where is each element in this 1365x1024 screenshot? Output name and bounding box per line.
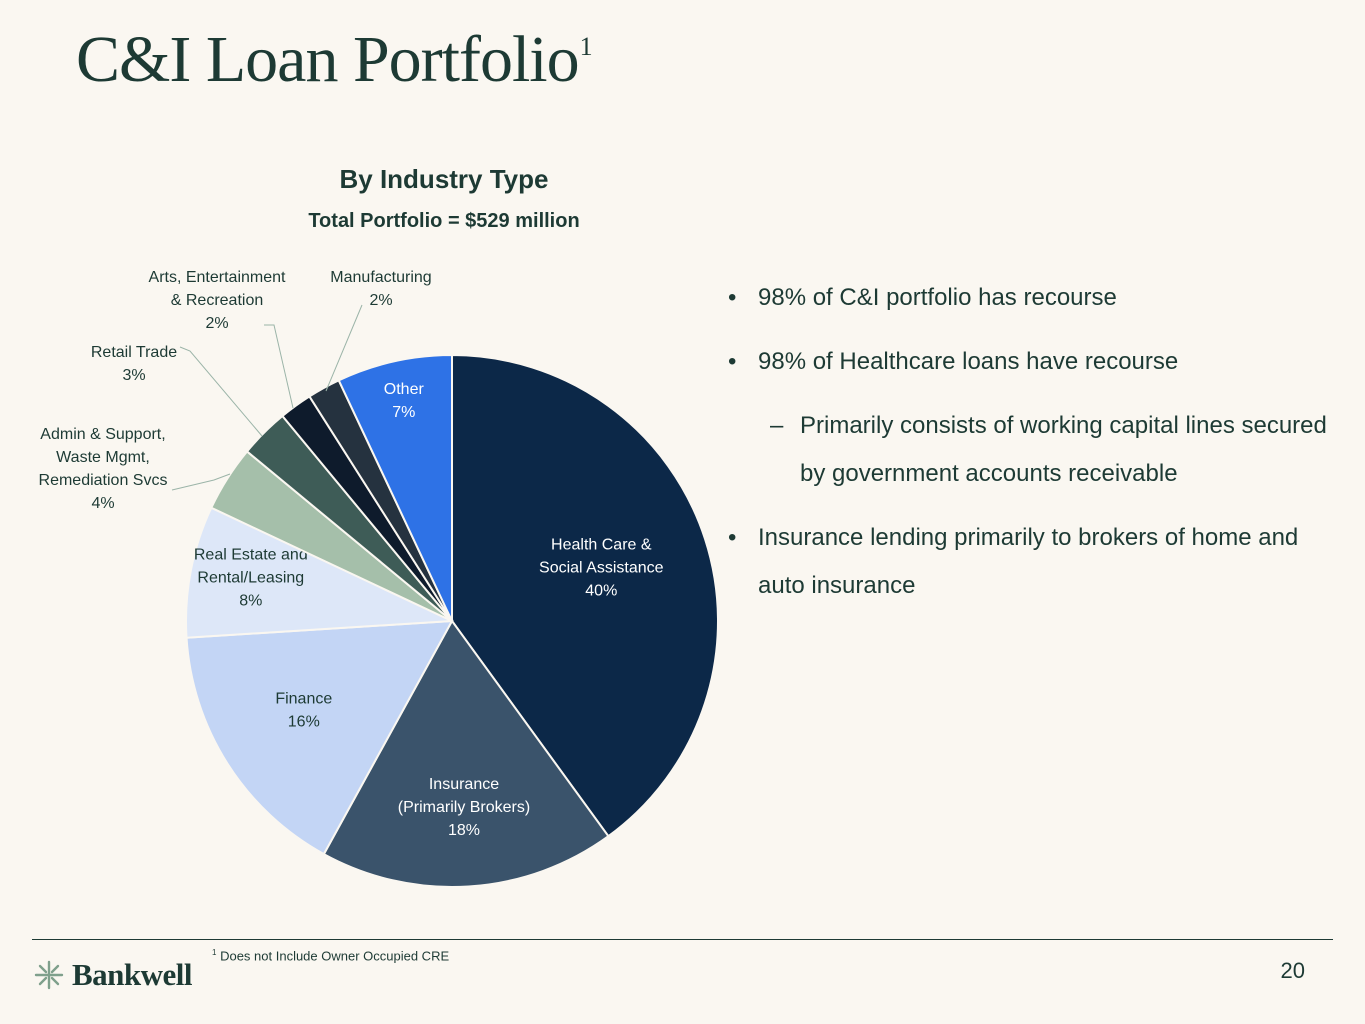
data-label-manufacturing: Manufacturing 2% bbox=[330, 269, 431, 309]
bullet-text: Insurance lending primarily to brokers o… bbox=[758, 524, 1299, 599]
pie-slice-insurance-primarily-brokers bbox=[322, 619, 610, 888]
bullet-item: • Insurance lending primarily to brokers … bbox=[728, 514, 1348, 610]
bullet-marker: • bbox=[728, 348, 737, 375]
sub-bullet-item: – Primarily consists of working capital l… bbox=[728, 402, 1348, 498]
data-label-retail-trade: Retail Trade 3% bbox=[91, 344, 177, 384]
pie-slice-health-care-social-assistance bbox=[451, 353, 719, 838]
bullet-text: Primarily consists of working capital li… bbox=[800, 412, 1327, 487]
bullet-text: 98% of Healthcare loans have recourse bbox=[758, 348, 1179, 375]
pie-slice-finance bbox=[185, 619, 454, 856]
bullet-text: 98% of C&I portfolio has recourse bbox=[758, 284, 1117, 311]
page-title: C&I Loan Portfolio1 bbox=[76, 22, 593, 98]
leader-line-manufacturing bbox=[325, 304, 363, 392]
leader-line-admin-support-waste-mgmt-remediation-svcs bbox=[171, 473, 231, 491]
pie-slice-real-estate-and-rental-leasing bbox=[185, 506, 453, 639]
bullet-marker: – bbox=[770, 412, 784, 439]
footer-divider bbox=[32, 939, 1333, 940]
data-label-real-estate-and-rental-leasing: Real Estate and Rental/Leasing 8% bbox=[194, 547, 308, 610]
footnote-marker: 1 bbox=[212, 948, 217, 957]
data-label-insurance-primarily-brokers: Insurance (Primarily Brokers) 18% bbox=[398, 776, 530, 839]
data-label-health-care-social-assistance: Health Care & Social Assistance 40% bbox=[539, 537, 664, 600]
data-label-other: Other 7% bbox=[384, 381, 425, 421]
data-label-finance: Finance 16% bbox=[275, 691, 332, 731]
data-label-admin-support-waste-mgmt-remediation-svcs: Admin & Support, Waste Mgmt, Remediation S… bbox=[39, 426, 168, 512]
bankwell-logo-icon bbox=[34, 960, 64, 990]
data-label-arts-entertainment-recreation: Arts, Entertainment & Recreation 2% bbox=[149, 269, 287, 332]
logo-wordmark: Bankwell bbox=[72, 957, 193, 992]
title-footnote-marker: 1 bbox=[579, 32, 593, 61]
bullet-item: • 98% of Healthcare loans have recourse bbox=[728, 338, 1348, 386]
chart-subtitle: Total Portfolio = $529 million bbox=[308, 210, 580, 232]
leader-line-arts-entertainment-recreation bbox=[264, 324, 294, 409]
page-title-text: C&I Loan Portfolio bbox=[76, 23, 580, 96]
bullet-marker: • bbox=[728, 284, 737, 311]
page-number: 20 bbox=[1280, 958, 1305, 983]
leader-line-retail-trade bbox=[179, 346, 263, 437]
bankwell-logo: Bankwell bbox=[34, 955, 193, 995]
bullet-item: • 98% of C&I portfolio has recourse bbox=[728, 274, 1348, 322]
pie-slice-other bbox=[337, 353, 453, 622]
footnote: 1 Does not Include Owner Occupied CRE bbox=[212, 948, 449, 963]
footnote-text: Does not Include Owner Occupied CRE bbox=[220, 948, 450, 964]
chart-title: By Industry Type bbox=[339, 164, 549, 194]
pie-chart: Health Care & Social Assistance 40% Insuran… bbox=[39, 269, 719, 888]
bullet-list: • 98% of C&I portfolio has recourse • 98% … bbox=[728, 274, 1348, 626]
bullet-marker: • bbox=[728, 524, 737, 551]
